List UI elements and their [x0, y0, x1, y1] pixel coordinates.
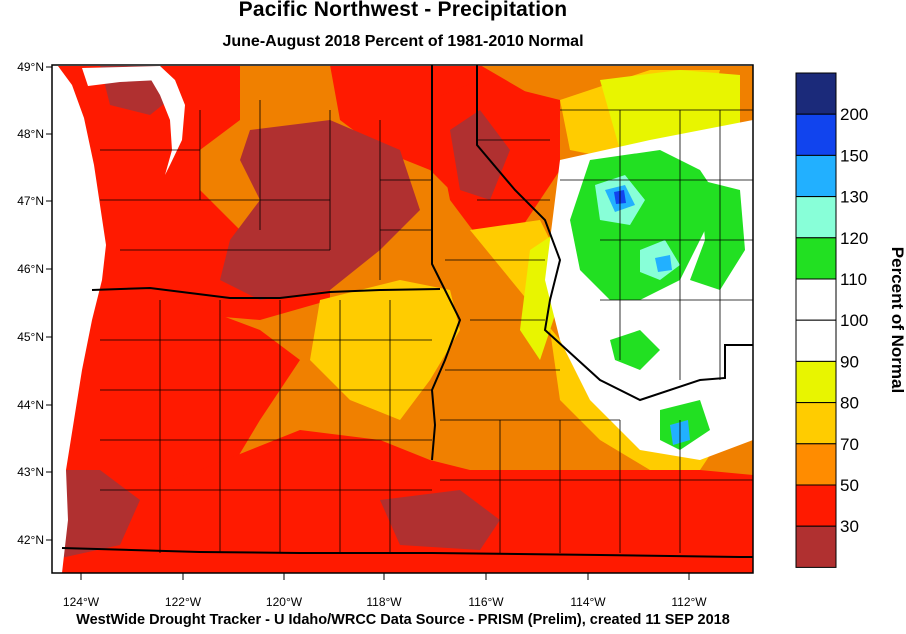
footer-credit: WestWide Drought Tracker - U Idaho/WRCC …	[76, 612, 730, 628]
southern-border	[61, 547, 753, 558]
legend-swatch	[795, 402, 837, 445]
legend-swatch	[795, 72, 837, 115]
legend-swatch	[795, 196, 837, 239]
lon-tick-label: 112°W	[671, 595, 707, 609]
zone-darkred-s-oregon	[380, 490, 500, 550]
legend-label: 200	[840, 105, 868, 124]
legend-swatch	[795, 443, 837, 486]
longitude-axis: 124°W 122°W 120°W 118°W 116°W 114°W 112°W	[63, 573, 707, 609]
zone-darkred-columbia	[220, 120, 420, 300]
lon-tick-label: 120°W	[266, 595, 303, 609]
zone-green-3	[610, 330, 660, 370]
chart-subtitle: June-August 2018 Percent of 1981-2010 No…	[222, 33, 584, 50]
map-field	[52, 65, 753, 573]
lon-tick-label: 116°W	[468, 595, 504, 609]
lat-tick-label: 46°N	[17, 262, 44, 276]
pacific-ocean	[52, 65, 106, 573]
legend-label: 50	[840, 476, 859, 495]
legend-swatch	[795, 360, 837, 404]
county-borders	[100, 100, 753, 553]
chart-title: Pacific Northwest - Precipitation	[238, 0, 568, 21]
legend-swatch	[795, 237, 837, 280]
legend-swatch	[795, 154, 837, 198]
zone-green-2	[690, 180, 745, 290]
wa-id-or-id-border	[430, 65, 462, 461]
legend-label: 30	[840, 517, 859, 536]
map-frame	[51, 64, 754, 574]
legend-label: 120	[840, 229, 868, 248]
lat-tick-label: 42°N	[17, 533, 44, 547]
legend-label: 70	[840, 435, 859, 454]
lat-tick-label: 49°N	[17, 60, 44, 74]
lat-tick-label: 44°N	[17, 398, 44, 412]
id-mt-border	[476, 65, 753, 402]
legend-swatch	[795, 319, 837, 362]
lon-tick-label: 124°W	[63, 595, 100, 609]
lon-tick-label: 118°W	[366, 595, 402, 609]
lat-tick-label: 47°N	[17, 194, 44, 208]
zone-darkred-sw-oregon	[52, 470, 140, 560]
strait-juan-de-fuca	[82, 66, 160, 86]
legend-swatch	[795, 525, 837, 568]
zone-red-oregon-west	[52, 300, 300, 520]
legend-label: 100	[840, 311, 868, 330]
legend-label: 90	[840, 352, 859, 371]
lon-tick-label: 122°W	[165, 595, 202, 609]
puget-sound	[150, 66, 185, 175]
wa-or-border	[91, 286, 441, 299]
legend-swatch	[795, 484, 837, 527]
zone-ylw-central	[310, 280, 460, 420]
legend-title: Percent of Normal	[888, 247, 906, 393]
legend-label: 130	[840, 188, 868, 207]
state-borders	[61, 65, 753, 558]
legend: 200 150 130 120 110 100 90 80 70 50 30 Percent of N…	[795, 72, 906, 568]
lat-tick-label: 45°N	[17, 330, 44, 344]
latitude-axis: 49°N 48°N 47°N 46°N 45°N 44°N 43°N 42°N	[17, 60, 52, 547]
lat-tick-label: 43°N	[17, 465, 44, 479]
lat-tick-label: 48°N	[17, 127, 44, 141]
legend-label: 150	[840, 146, 868, 165]
legend-swatch	[795, 278, 837, 321]
legend-label: 110	[840, 270, 867, 289]
lon-tick-label: 114°W	[570, 595, 606, 609]
legend-swatch	[795, 113, 837, 156]
zone-lightblue-2	[655, 255, 672, 272]
legend-label: 80	[840, 394, 859, 413]
zone-darkred-panhandle	[450, 110, 510, 200]
